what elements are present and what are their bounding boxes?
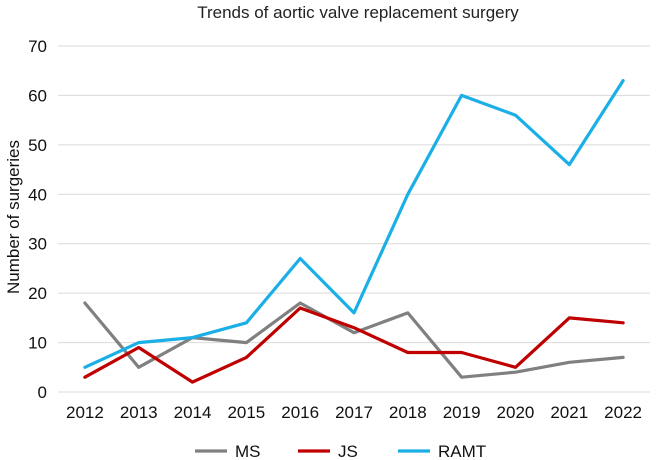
legend: MS JS RAMT (195, 442, 486, 460)
series-line-js (83, 306, 625, 384)
series-line-ms (83, 301, 625, 379)
legend-label: RAMT (438, 442, 486, 460)
x-tick-label: 2015 (227, 403, 265, 422)
x-tick-label: 2018 (389, 403, 427, 422)
gridlines (58, 45, 650, 393)
x-tick-label: 2021 (550, 403, 588, 422)
chart-title: Trends of aortic valve replacement surge… (197, 3, 519, 22)
x-tick-label: 2014 (174, 403, 212, 422)
legend-item-ramt: RAMT (398, 442, 486, 460)
x-tick-label: 2013 (120, 403, 158, 422)
y-axis-label: Number of surgeries (4, 140, 23, 294)
x-tick-label: 2019 (443, 403, 481, 422)
y-tick-label: 70 (28, 37, 47, 56)
x-tick-label: 2017 (335, 403, 373, 422)
x-tick-label: 2020 (497, 403, 535, 422)
y-tick-label: 10 (28, 334, 47, 353)
y-tick-label: 30 (28, 235, 47, 254)
series-line-ramt (83, 78, 625, 369)
legend-label: MS (235, 442, 261, 460)
y-tick-label: 0 (38, 383, 47, 402)
legend-item-js: JS (298, 442, 358, 460)
x-tick-label: 2016 (281, 403, 319, 422)
legend-label: JS (338, 442, 358, 460)
legend-item-ms: MS (195, 442, 261, 460)
x-tick-label: 2022 (604, 403, 642, 422)
y-tick-label: 60 (28, 86, 47, 105)
x-axis-ticks: 2012 2013 2014 2015 2016 2017 2018 2019 2020 2021… (66, 403, 642, 422)
series-lines (83, 78, 625, 384)
y-tick-label: 20 (28, 284, 47, 303)
x-tick-label: 2012 (66, 403, 104, 422)
y-tick-label: 40 (28, 185, 47, 204)
y-axis-ticks: 0 10 20 30 40 50 60 70 (28, 37, 47, 402)
y-tick-label: 50 (28, 136, 47, 155)
